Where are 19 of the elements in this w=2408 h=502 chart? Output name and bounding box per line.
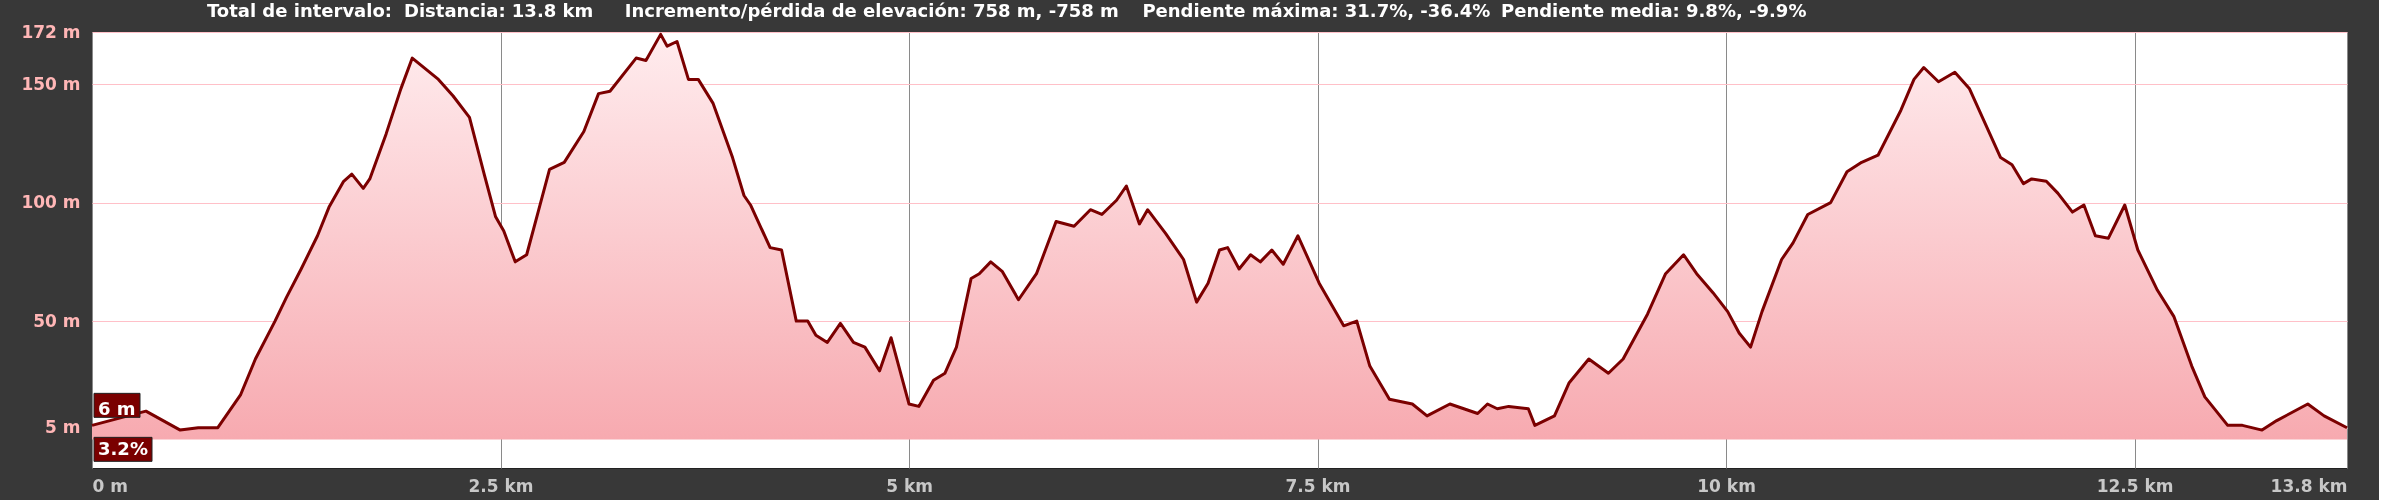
y-tick-label: 172 m: [21, 21, 81, 42]
y-tick-label: 150 m: [21, 73, 81, 94]
text: Pendiente máxima: 31.7%, -36.4%: [1142, 0, 1491, 21]
y-tick-label: 100 m: [21, 192, 81, 213]
x-tick-label: 7.5 km: [1285, 475, 1351, 496]
y-tick-label: 5 m: [45, 417, 81, 438]
annotation: 3.2%: [98, 438, 148, 460]
chart-title: Total de intervalo:: [206, 0, 392, 21]
x-tick-label: 0 m: [92, 475, 128, 496]
x-tick-label: 10 km: [1697, 475, 1756, 496]
text: Pendiente media: 9.8%, -9.9%: [1501, 0, 1807, 21]
annotation: 6 m: [98, 398, 136, 420]
y-tick-label: 50 m: [33, 310, 81, 331]
x-tick-label: 13.8 km: [2270, 475, 2348, 496]
text: Distancia: 13.8 km: [404, 0, 594, 21]
text: Incremento/pérdida de elevación: 758 m, -758 m: [624, 0, 1119, 21]
x-tick-label: 2.5 km: [468, 475, 534, 496]
x-tick-label: 5 km: [886, 475, 933, 496]
x-tick-label: 12.5 km: [2096, 475, 2174, 496]
